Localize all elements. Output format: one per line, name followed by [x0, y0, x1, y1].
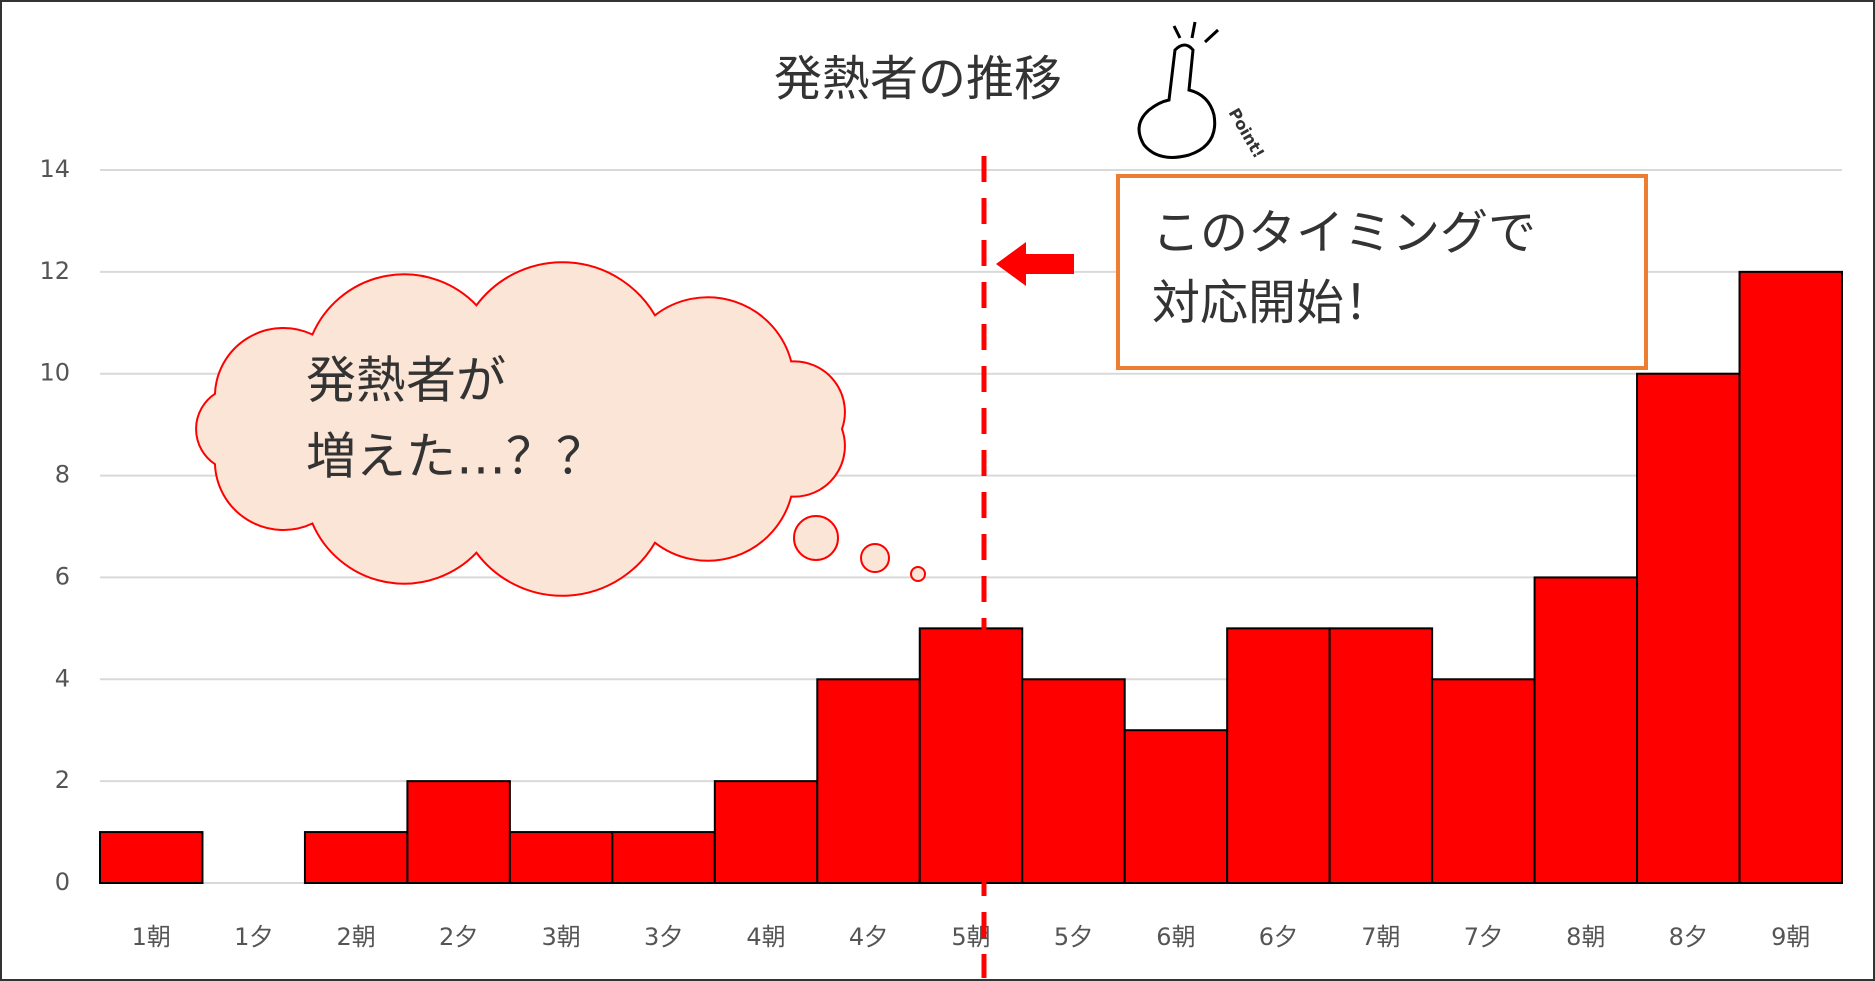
x-tick-label: 4夕	[849, 923, 888, 951]
x-tick-label: 2夕	[439, 923, 478, 951]
thought-bubble	[794, 516, 838, 560]
bar	[1535, 577, 1637, 883]
chart: 発熱者の推移 024681012141朝1夕2朝2夕3朝3夕4朝4夕5朝5夕6朝…	[0, 0, 1875, 981]
x-tick-label: 8朝	[1566, 923, 1605, 951]
y-tick-label: 4	[55, 664, 70, 692]
y-tick-label: 0	[55, 868, 70, 896]
x-tick-label: 8夕	[1669, 923, 1708, 951]
cloud-text: 増えた…？？	[306, 428, 606, 486]
y-tick-label: 10	[39, 359, 70, 387]
bar	[817, 679, 919, 883]
bar	[407, 781, 509, 883]
bar	[1125, 730, 1227, 883]
x-tick-label: 4朝	[746, 923, 785, 951]
bar	[1740, 272, 1842, 883]
bar	[305, 832, 407, 883]
y-tick-label: 8	[55, 461, 70, 489]
x-tick-label: 7朝	[1361, 923, 1400, 951]
x-tick-label: 6夕	[1259, 923, 1298, 951]
bar	[510, 832, 612, 883]
bar	[715, 781, 817, 883]
x-tick-label: 1朝	[132, 923, 171, 951]
bar	[1022, 679, 1124, 883]
x-tick-label: 3夕	[644, 923, 683, 951]
cloud-text: 発熱者が	[306, 352, 506, 410]
chart-title: 発熱者の推移	[774, 51, 1062, 107]
x-tick-label: 7夕	[1464, 923, 1503, 951]
y-tick-label: 2	[55, 766, 70, 794]
callout-text: 対応開始！	[1152, 275, 1392, 331]
bar	[920, 628, 1022, 883]
x-tick-label: 5夕	[1054, 923, 1093, 951]
callout-text: このタイミングで	[1152, 205, 1536, 261]
x-tick-label: 2朝	[337, 923, 376, 951]
thought-bubble	[861, 544, 889, 572]
x-tick-label: 9朝	[1771, 923, 1810, 951]
bar	[1330, 628, 1432, 883]
x-tick-label: 6朝	[1156, 923, 1195, 951]
thought-bubble	[911, 567, 925, 581]
bar	[612, 832, 714, 883]
x-tick-label: 3朝	[541, 923, 580, 951]
bar	[1432, 679, 1534, 883]
bar	[1227, 628, 1329, 883]
y-tick-label: 12	[39, 257, 70, 285]
x-tick-label: 1夕	[234, 923, 273, 951]
bar	[1637, 374, 1739, 883]
y-tick-label: 6	[55, 562, 70, 590]
y-tick-label: 14	[39, 155, 70, 183]
bar	[100, 832, 202, 883]
